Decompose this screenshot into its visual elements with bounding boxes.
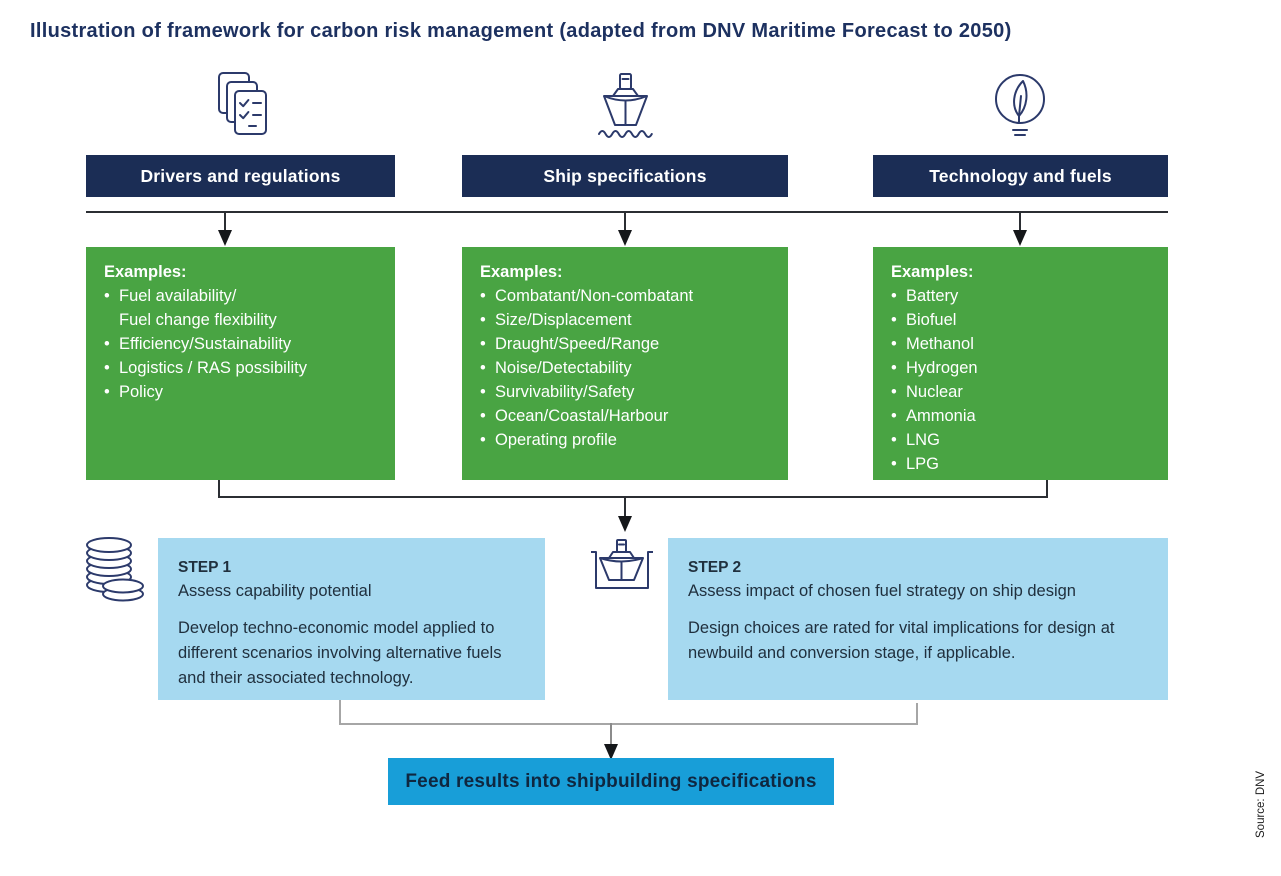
list-item: Combatant/Non-combatant [480,284,774,308]
bottom-connector-line [339,723,918,725]
step-label: STEP 2 [688,559,742,576]
examples-title: Examples: [891,263,974,281]
connector-stem-col2 [624,211,626,232]
list-item: Hydrogen [891,356,1154,380]
column-header-label: Ship specifications [543,165,707,186]
list-item: Policy [104,380,381,404]
list-item: Size/Displacement [480,308,774,332]
list-item: Biofuel [891,308,1154,332]
list-item: Fuel availability/ Fuel change flexibili… [104,284,381,332]
examples-box-drivers: Examples: Fuel availability/ Fuel change… [86,247,395,480]
list-item: Nuclear [891,380,1154,404]
column-header-tech-fuels: Technology and fuels [873,155,1168,197]
list-item: Operating profile [480,428,774,452]
list-item: Efficiency/Sustainability [104,332,381,356]
examples-title: Examples: [480,263,563,281]
mid-connector-left-stem [218,480,220,497]
step-body: Develop techno-economic model applied to… [178,619,502,687]
mid-connector-center-stem [624,496,626,518]
page-title: Illustration of framework for carbon ris… [30,20,1012,42]
bottom-connector-left-stem [339,700,341,724]
list-item: Ocean/Coastal/Harbour [480,404,774,428]
list-item: Battery [891,284,1154,308]
list-item: Methanol [891,332,1154,356]
arrow-down-to-steps [618,516,632,532]
arrow-down-col3 [1013,230,1027,246]
column-header-label: Drivers and regulations [140,165,341,186]
step-label: STEP 1 [178,559,232,576]
mid-connector-right-stem [1046,480,1048,497]
coins-icon [83,536,145,609]
examples-box-ship-specs: Examples: Combatant/Non-combatant Size/D… [462,247,788,480]
examples-title: Examples: [104,263,187,281]
column-header-label: Technology and fuels [929,165,1112,186]
connector-stem-col3 [1019,211,1021,232]
list-item: Draught/Speed/Range [480,332,774,356]
examples-box-tech-fuels: Examples: Battery Biofuel Methanol Hydro… [873,247,1168,480]
step-body: Design choices are rated for vital impli… [688,619,1115,662]
step-subtitle: Assess impact of chosen fuel strategy on… [688,582,1076,600]
documents-checklist-icon [207,70,273,153]
step2-box: STEP 2 Assess impact of chosen fuel stra… [668,538,1168,700]
dry-dock-ship-icon [586,538,658,603]
connector-stem-col1 [224,211,226,232]
step1-box: STEP 1 Assess capability potential Devel… [158,538,545,700]
list-item: Ammonia [891,404,1154,428]
list-item: Survivability/Safety [480,380,774,404]
column-header-ship-specs: Ship specifications [462,155,788,197]
arrow-down-col1 [218,230,232,246]
list-item: LNG [891,428,1154,452]
result-box: Feed results into shipbuilding specifica… [388,758,834,805]
mid-connector-line [218,496,1048,498]
list-item: Logistics / RAS possibility [104,356,381,380]
arrow-down-col2 [618,230,632,246]
bottom-connector-center-stem [610,723,612,746]
arrow-down-to-result [604,744,618,760]
list-item: Noise/Detectability [480,356,774,380]
eco-lightbulb-icon [992,70,1048,151]
step-subtitle: Assess capability potential [178,582,372,600]
result-box-label: Feed results into shipbuilding specifica… [405,770,817,792]
top-connector-line [86,211,1168,213]
warship-icon [592,72,659,145]
bottom-connector-right-stem [916,703,918,724]
list-item: LPG [891,452,1154,476]
column-header-drivers: Drivers and regulations [86,155,395,197]
source-note: Source: DNV [1255,770,1267,838]
